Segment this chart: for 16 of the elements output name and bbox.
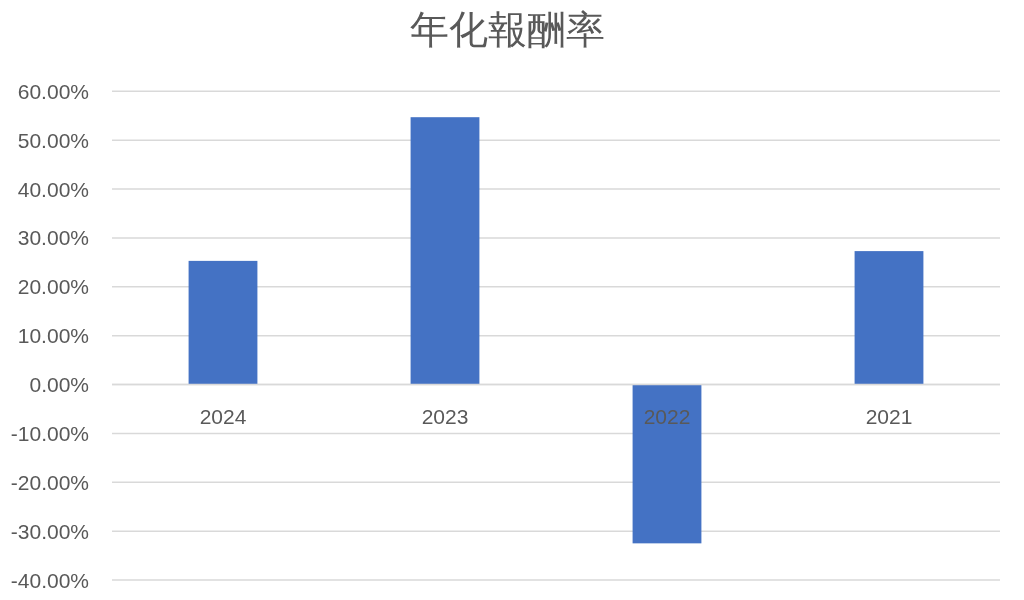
y-tick: -30.00% <box>10 519 89 543</box>
y-tick: 40.00% <box>17 177 89 201</box>
y-tick: -10.00% <box>10 421 89 445</box>
y-tick: -20.00% <box>10 470 89 494</box>
y-tick: 50.00% <box>17 128 89 152</box>
x-tick: 2024 <box>199 405 247 428</box>
x-tick: 2023 <box>421 405 469 428</box>
x-tick: 2022 <box>643 405 691 428</box>
y-tick: 0.00% <box>29 373 89 396</box>
y-tick: -40.00% <box>10 568 89 592</box>
x-tick: 2021 <box>865 405 913 428</box>
y-tick: 30.00% <box>17 226 89 250</box>
y-tick: 10.00% <box>17 324 89 348</box>
y-tick: 20.00% <box>17 275 89 299</box>
title: 年化報酬率 <box>409 7 605 51</box>
y-tick: 60.00% <box>17 79 89 103</box>
